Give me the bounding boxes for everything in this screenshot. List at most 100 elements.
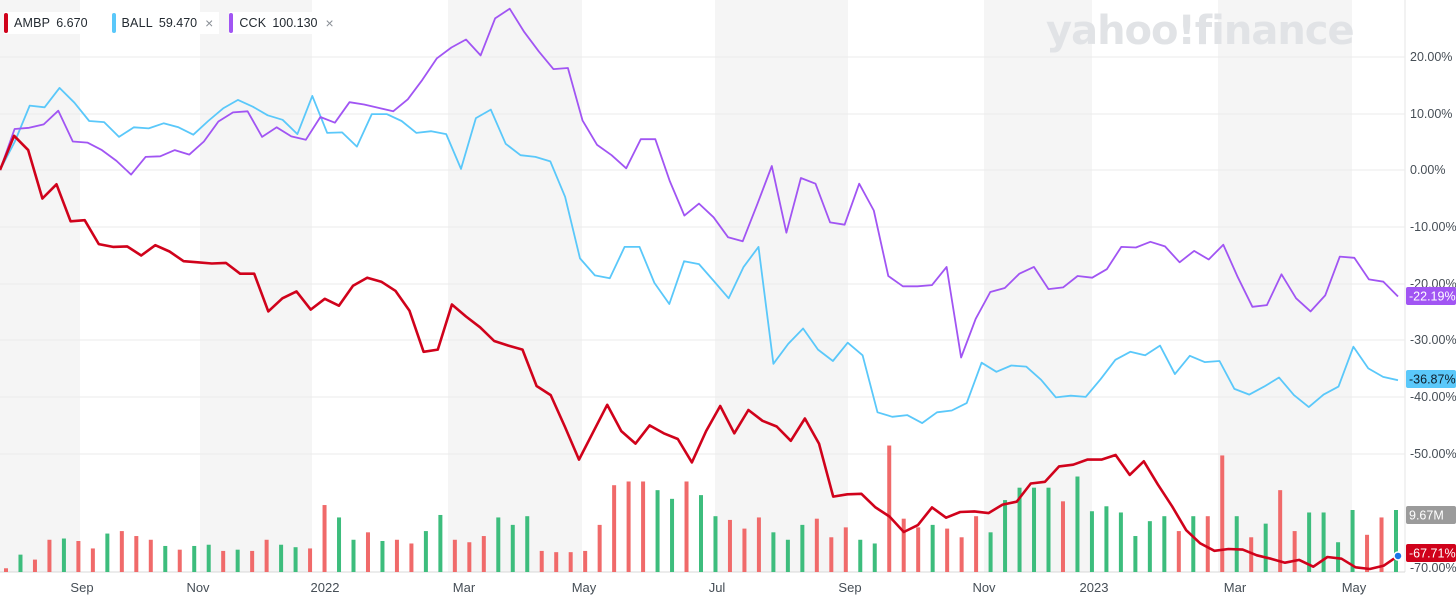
legend-chip-ball[interactable]: BALL 59.470 ×: [111, 12, 220, 34]
volume-bar: [974, 516, 979, 572]
y-tick-label: -50.00%: [1410, 447, 1456, 461]
volume-bar: [134, 536, 139, 572]
volume-bar: [945, 528, 950, 572]
yahoo-finance-logo: yahoo!finance: [1046, 8, 1355, 54]
volume-bar: [713, 516, 718, 572]
volume-bar: [930, 524, 935, 572]
volume-bar: [1032, 487, 1037, 572]
volume-bar: [1220, 455, 1225, 572]
volume-bar: [1075, 476, 1080, 572]
legend-chip-cck[interactable]: CCK 100.130 ×: [229, 12, 340, 34]
volume-bar: [901, 518, 906, 572]
volume-bar: [800, 524, 805, 572]
x-tick-label: May: [572, 580, 597, 595]
volume-bar: [829, 537, 834, 572]
volume-bar: [1394, 510, 1398, 572]
x-tick-label: 2022: [311, 580, 340, 595]
volume-bar: [1060, 501, 1065, 572]
legend-symbol: CCK: [239, 16, 267, 30]
volume-bar: [32, 559, 37, 572]
legend: AMBP 6.670 BALL 59.470 × CCK 100.130 ×: [4, 12, 340, 34]
volume-bar: [279, 544, 284, 572]
volume-bar: [727, 519, 732, 572]
volume-bar: [1118, 512, 1123, 572]
x-tick-label: Nov: [186, 580, 210, 595]
volume-bar: [47, 539, 52, 572]
volume-bar: [235, 549, 240, 572]
volume-bar: [1307, 512, 1312, 572]
ambp-last-label-bg: [1406, 544, 1456, 562]
volume-bar: [1234, 516, 1239, 572]
volume-bar: [365, 532, 370, 572]
last-value-dot: [1393, 551, 1403, 561]
x-tick-label: Mar: [1224, 580, 1247, 595]
volume-bar: [1017, 487, 1022, 572]
legend-color-swatch: [4, 13, 8, 33]
x-tick-label: May: [1342, 580, 1367, 595]
legend-symbol: BALL: [121, 16, 153, 30]
legend-value: 59.470: [158, 16, 198, 30]
y-tick-label: 20.00%: [1410, 50, 1452, 64]
volume-bar: [481, 536, 486, 572]
volume-bar: [192, 545, 197, 572]
volume-bar: [510, 524, 515, 572]
volume-bar: [684, 481, 689, 572]
ball-last-label-bg: [1406, 370, 1456, 388]
volume-bar: [177, 549, 182, 572]
x-tick-label: Nov: [972, 580, 996, 595]
volume-bar: [351, 539, 356, 572]
volume-bar: [858, 539, 863, 572]
volume-bar: [264, 539, 269, 572]
volume-bar: [1249, 537, 1254, 572]
month-band: [715, 0, 848, 572]
legend-chip-ambp[interactable]: AMBP 6.670: [4, 12, 102, 34]
volume-bar: [76, 541, 81, 572]
series-line-ball: [0, 87, 1399, 425]
volume-bar: [337, 517, 342, 572]
volume-bar: [655, 490, 660, 572]
volume-bar: [641, 481, 646, 572]
volume-bar: [1350, 510, 1355, 572]
volume-bar: [467, 542, 472, 572]
volume-bar: [496, 517, 501, 572]
volume-bar: [699, 495, 703, 572]
volume-bar: [1205, 516, 1210, 572]
x-tick-label: 2023: [1080, 580, 1109, 595]
volume-bar: [380, 541, 385, 572]
volume-bar: [221, 550, 226, 572]
volume-label-bg: [1406, 506, 1456, 524]
volume-bar: [539, 550, 544, 572]
volume-bar: [438, 514, 443, 572]
ambp-last-label: -67.71%: [1409, 547, 1456, 561]
volume-bar: [1104, 506, 1109, 572]
volume-bar: [322, 505, 327, 572]
volume-bar: [1133, 536, 1138, 572]
y-tick-label: -70.00%: [1410, 561, 1456, 575]
volume-label: 9.67M: [1409, 509, 1444, 523]
volume-bar: [742, 528, 747, 572]
ball-last-label: -36.87%: [1409, 373, 1456, 387]
volume-bar: [61, 538, 66, 572]
volume-bar: [18, 554, 23, 572]
volume-bar: [1191, 516, 1196, 572]
volume-bar: [148, 539, 153, 572]
volume-bar: [1321, 512, 1326, 572]
legend-value: 100.130: [272, 16, 318, 30]
x-tick-label: Jul: [709, 580, 726, 595]
volume-bar: [423, 531, 428, 572]
volume-bar: [1365, 534, 1370, 572]
volume-bar: [771, 532, 776, 572]
volume-bar: [872, 543, 877, 572]
close-icon[interactable]: ×: [205, 15, 214, 31]
close-icon[interactable]: ×: [325, 15, 334, 31]
volume-bar: [4, 568, 8, 572]
volume-bar: [670, 498, 675, 572]
volume-bar: [814, 518, 819, 572]
volume-bar: [394, 539, 399, 572]
x-tick-label: Mar: [453, 580, 476, 595]
volume-bar: [525, 516, 530, 572]
volume-bar: [206, 544, 211, 572]
volume-bar: [1263, 523, 1268, 572]
volume-bar: [1089, 511, 1094, 572]
